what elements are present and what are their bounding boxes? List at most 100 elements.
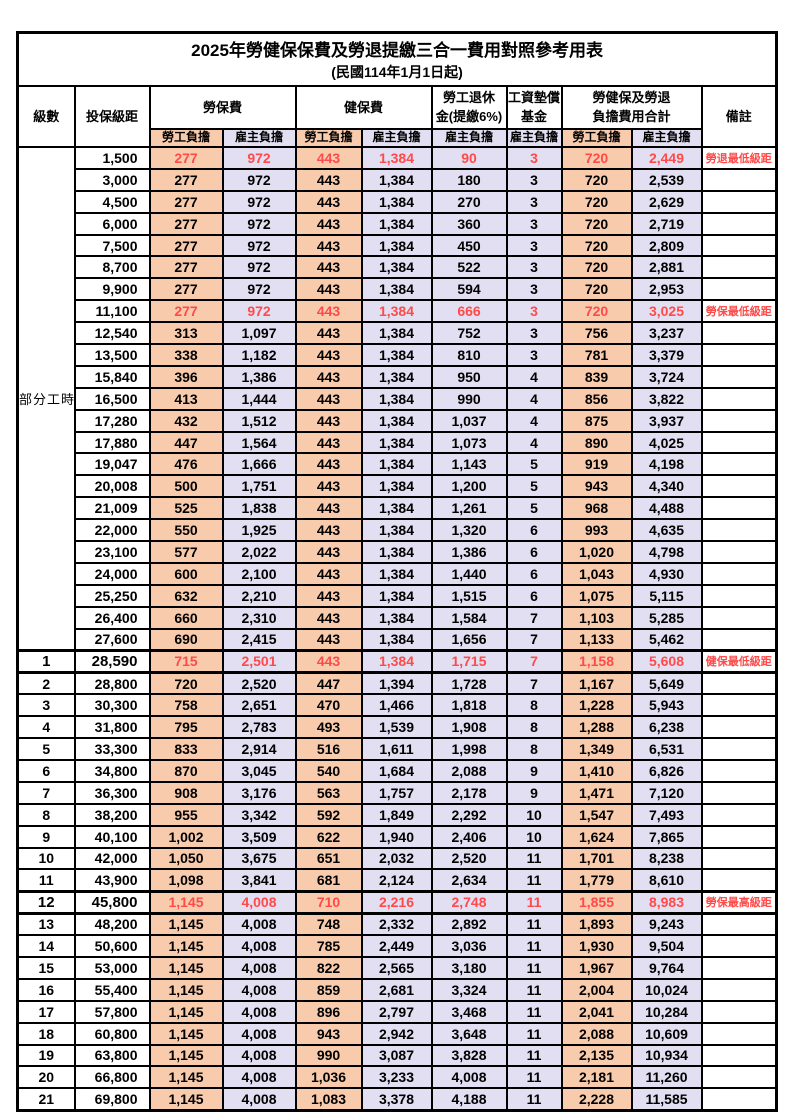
wage-fund-employer-cell: 8 xyxy=(505,737,563,761)
total-employee-cell: 1,779 xyxy=(560,868,633,893)
pension-employer-cell: 1,515 xyxy=(430,583,508,608)
health-employee-cell: 443 xyxy=(294,277,363,302)
health-employee-cell: 748 xyxy=(294,912,363,937)
total-employee-cell: 968 xyxy=(560,496,633,521)
total-employee-cell: 839 xyxy=(560,364,633,389)
total-employer-cell: 4,798 xyxy=(630,540,703,564)
wage-fund-employer-cell: 4 xyxy=(505,386,563,411)
total-employer-cell: 2,809 xyxy=(630,233,703,258)
bracket-cell: 63,800 xyxy=(73,1043,151,1068)
subheader-total-employee: 勞工負擔 xyxy=(560,128,633,148)
health-employer-cell: 1,384 xyxy=(360,386,433,411)
remark-cell xyxy=(700,715,778,740)
remark-cell xyxy=(700,999,778,1024)
labor-employer-cell: 972 xyxy=(221,277,297,302)
table-row: 7,500 277 972 443 1,384 450 3 720 2,809 xyxy=(18,233,778,258)
labor-employer-cell: 2,651 xyxy=(221,693,297,718)
pension-employer-cell: 1,656 xyxy=(430,627,508,652)
col-header-bracket: 投保級距 xyxy=(73,85,151,148)
table-row: 21 69,800 1,145 4,008 1,083 3,378 4,188 11 2,228… xyxy=(16,1087,778,1112)
subheader-health-employer: 雇主負擔 xyxy=(360,128,433,148)
total-employer-cell: 5,462 xyxy=(630,627,703,652)
total-employer-cell: 3,379 xyxy=(630,343,703,367)
wage-fund-employer-cell: 9 xyxy=(505,780,563,805)
health-employee-cell: 443 xyxy=(294,189,363,214)
total-employee-cell: 720 xyxy=(560,299,633,324)
level-group-part-time: 部分工時 xyxy=(16,145,76,652)
total-employer-cell: 7,865 xyxy=(630,824,703,849)
labor-employee-cell: 795 xyxy=(148,715,224,740)
total-employer-cell: 9,504 xyxy=(630,934,703,958)
bracket-cell: 1,500 xyxy=(73,146,151,170)
bracket-cell: 7,500 xyxy=(73,233,151,258)
remark-cell xyxy=(700,780,778,805)
labor-employee-cell: 432 xyxy=(148,408,224,433)
pension-employer-cell: 1,320 xyxy=(430,518,508,543)
pension-employer-cell: 3,648 xyxy=(430,1021,508,1046)
labor-employer-cell: 972 xyxy=(221,189,297,214)
total-employee-cell: 2,228 xyxy=(560,1087,633,1112)
bracket-cell: 30,300 xyxy=(73,693,151,718)
labor-employer-cell: 3,841 xyxy=(221,868,297,893)
total-employer-cell: 2,881 xyxy=(630,255,703,280)
total-employer-cell: 2,953 xyxy=(630,277,703,302)
total-employer-cell: 3,025 xyxy=(630,299,703,324)
level-cell: 12 xyxy=(16,889,76,915)
wage-fund-employer-cell: 11 xyxy=(505,889,563,915)
pension-employer-cell: 2,748 xyxy=(430,889,508,915)
labor-employee-cell: 1,145 xyxy=(148,1043,224,1068)
wage-fund-employer-cell: 8 xyxy=(505,715,563,740)
table-row: 13 48,200 1,145 4,008 748 2,332 2,892 11 1,893 9,… xyxy=(16,912,778,937)
health-employee-cell: 990 xyxy=(294,1043,363,1068)
health-employer-cell: 1,684 xyxy=(360,758,433,783)
labor-employer-cell: 972 xyxy=(221,146,297,170)
bracket-cell: 19,047 xyxy=(73,452,151,477)
table-row: 8,700 277 972 443 1,384 522 3 720 2,881 xyxy=(18,255,778,280)
labor-employee-cell: 1,145 xyxy=(148,889,224,915)
wage-fund-employer-cell: 3 xyxy=(505,321,563,346)
table-row: 6,000 277 972 443 1,384 360 3 720 2,719 xyxy=(18,211,778,236)
health-employer-cell: 2,216 xyxy=(360,889,433,915)
total-employer-cell: 10,284 xyxy=(630,999,703,1024)
table-row: 16,500 413 1,444 443 1,384 990 4 856 3,822 xyxy=(18,386,778,411)
total-employee-cell: 1,701 xyxy=(560,846,633,871)
health-employee-cell: 443 xyxy=(294,648,363,674)
total-employer-cell: 10,609 xyxy=(630,1021,703,1046)
total-employer-cell: 9,764 xyxy=(630,955,703,980)
labor-employer-cell: 2,022 xyxy=(221,540,297,564)
health-employer-cell: 3,378 xyxy=(360,1087,433,1112)
subheader-total-employer: 雇主負擔 xyxy=(630,128,703,148)
wage-fund-employer-cell: 6 xyxy=(505,583,563,608)
table-row: 3,000 277 972 443 1,384 180 3 720 2,539 xyxy=(18,167,778,192)
total-employee-cell: 1,020 xyxy=(560,540,633,564)
health-employer-cell: 1,384 xyxy=(360,496,433,521)
total-employer-cell: 8,983 xyxy=(630,889,703,915)
table-row: 3 30,300 758 2,651 470 1,466 1,818 8 1,228 5,943 xyxy=(16,693,778,718)
total-employee-cell: 1,410 xyxy=(560,758,633,783)
bracket-cell: 57,800 xyxy=(73,999,151,1024)
total-employer-cell: 5,608 xyxy=(630,648,703,674)
wage-fund-employer-cell: 10 xyxy=(505,802,563,827)
total-employer-cell: 5,285 xyxy=(630,605,703,630)
table-row: 9,900 277 972 443 1,384 594 3 720 2,953 xyxy=(18,277,778,302)
health-employer-cell: 1,384 xyxy=(360,648,433,674)
total-employer-cell: 7,493 xyxy=(630,802,703,827)
total-employee-cell: 1,167 xyxy=(560,671,633,696)
wage-fund-employer-cell: 5 xyxy=(505,496,563,521)
labor-employee-cell: 338 xyxy=(148,343,224,367)
pension-employer-cell: 594 xyxy=(430,277,508,302)
health-employer-cell: 1,384 xyxy=(360,627,433,652)
subheader-labor-employee: 勞工負擔 xyxy=(148,128,224,148)
labor-employee-cell: 277 xyxy=(148,255,224,280)
wage-fund-employer-cell: 4 xyxy=(505,430,563,455)
labor-employer-cell: 972 xyxy=(221,167,297,192)
pension-employer-cell: 1,818 xyxy=(430,693,508,718)
table-row: 26,400 660 2,310 443 1,384 1,584 7 1,103 5,285 xyxy=(18,605,778,630)
labor-employer-cell: 4,008 xyxy=(221,1087,297,1112)
health-employee-cell: 1,036 xyxy=(294,1065,363,1090)
labor-employee-cell: 413 xyxy=(148,386,224,411)
pension-employer-cell: 1,073 xyxy=(430,430,508,455)
health-employee-cell: 622 xyxy=(294,824,363,849)
premium-reference-table: 2025年勞健保保費及勞退提繳三合一費用對照參考用表 (民國114年1月1日起)… xyxy=(16,31,779,1112)
health-employee-cell: 443 xyxy=(294,627,363,652)
